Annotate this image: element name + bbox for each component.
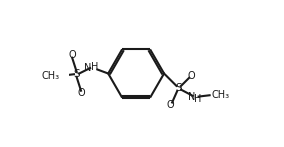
Text: O: O	[77, 88, 85, 98]
Text: O: O	[167, 100, 174, 110]
Text: N: N	[84, 63, 91, 73]
Text: N: N	[187, 92, 195, 102]
Text: H: H	[91, 62, 98, 72]
Text: CH₃: CH₃	[212, 90, 230, 100]
Text: S: S	[73, 69, 80, 79]
Text: S: S	[176, 83, 182, 93]
Text: CH₃: CH₃	[41, 71, 60, 81]
Text: O: O	[68, 50, 76, 60]
Text: H: H	[194, 94, 202, 104]
Text: O: O	[187, 71, 195, 81]
